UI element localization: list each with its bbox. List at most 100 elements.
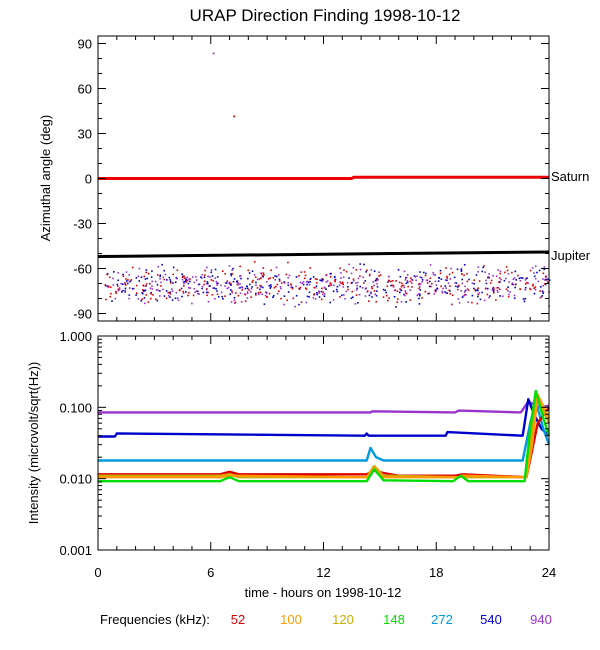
azimuth-point bbox=[533, 275, 536, 278]
azimuth-point bbox=[203, 280, 206, 283]
azimuth-point bbox=[112, 277, 114, 280]
azimuth-outlier-point bbox=[233, 115, 236, 118]
azimuth-point bbox=[435, 284, 438, 286]
azimuth-point bbox=[390, 280, 392, 283]
azimuth-point bbox=[169, 296, 171, 298]
azimuth-point bbox=[145, 271, 148, 274]
azimuth-point bbox=[183, 280, 186, 283]
azimuth-point bbox=[355, 269, 358, 271]
legend-prefix: Frequencies (kHz): bbox=[100, 612, 210, 627]
azimuth-point bbox=[364, 280, 367, 282]
azimuth-point bbox=[250, 287, 253, 290]
azimuth-point bbox=[338, 284, 341, 287]
azimuth-point bbox=[506, 269, 509, 272]
azimuth-point bbox=[404, 279, 407, 281]
azimuth-point bbox=[483, 265, 485, 267]
azimuth-point bbox=[368, 294, 371, 297]
azimuth-point bbox=[489, 295, 491, 297]
legend-item-148: 148 bbox=[383, 612, 405, 627]
azimuth-point bbox=[108, 276, 111, 279]
azimuth-point bbox=[497, 269, 499, 271]
azimuth-point bbox=[341, 294, 343, 297]
azimuth-point bbox=[419, 286, 421, 288]
azimuth-point bbox=[241, 289, 244, 291]
azimuth-point bbox=[198, 293, 200, 295]
azimuth-point bbox=[156, 274, 159, 276]
azimuth-point bbox=[106, 273, 108, 276]
azimuth-point bbox=[295, 285, 297, 288]
azimuth-point bbox=[141, 292, 144, 295]
azimuth-point bbox=[207, 282, 209, 285]
legend-item-272: 272 bbox=[431, 612, 453, 627]
azimuth-point bbox=[181, 273, 183, 275]
azimuth-point bbox=[339, 267, 341, 270]
azimuth-point bbox=[400, 282, 403, 285]
azimuth-point bbox=[138, 267, 141, 270]
azimuth-point bbox=[505, 288, 508, 291]
azimuth-point bbox=[287, 291, 290, 293]
azimuth-point bbox=[515, 283, 517, 286]
azimuth-point bbox=[504, 271, 506, 274]
azimuth-point bbox=[152, 293, 154, 296]
azimuth-point bbox=[387, 281, 389, 283]
azimuth-point bbox=[258, 293, 260, 296]
azimuth-point bbox=[165, 297, 168, 300]
azimuth-point bbox=[372, 281, 374, 283]
azimuth-point bbox=[117, 288, 120, 291]
azimuth-point bbox=[536, 271, 538, 274]
azimuth-point bbox=[198, 283, 201, 286]
x-axis-ticks: 0 6 12 18 24 bbox=[94, 36, 556, 580]
azimuth-point bbox=[448, 289, 450, 292]
azimuth-point bbox=[201, 274, 203, 276]
azimuth-point bbox=[505, 277, 507, 280]
azimuth-point bbox=[117, 272, 119, 274]
azimuth-point bbox=[300, 271, 303, 273]
azimuth-point bbox=[438, 276, 440, 279]
azimuth-point bbox=[336, 290, 339, 293]
azimuth-point bbox=[269, 277, 271, 279]
azimuth-point bbox=[417, 293, 420, 295]
azimuth-point bbox=[277, 274, 280, 276]
azimuth-point bbox=[118, 287, 121, 289]
azimuth-point bbox=[477, 287, 479, 290]
azimuth-point bbox=[302, 281, 305, 283]
azimuth-point bbox=[418, 287, 420, 290]
azimuth-point bbox=[519, 288, 521, 290]
intensity-plot-frame bbox=[97, 335, 550, 551]
azimuth-point bbox=[269, 284, 272, 286]
azimuth-point bbox=[446, 277, 449, 279]
azimuth-point bbox=[467, 289, 470, 291]
azimuth-point bbox=[107, 285, 110, 288]
azimuth-point bbox=[210, 279, 213, 281]
azimuth-point bbox=[221, 270, 224, 272]
azimuth-point bbox=[396, 301, 399, 303]
azimuth-point bbox=[456, 268, 459, 271]
azimuth-point bbox=[305, 301, 308, 304]
azimuth-point bbox=[272, 294, 275, 297]
azimuth-point bbox=[525, 277, 528, 280]
azimuth-point bbox=[147, 272, 150, 275]
azimuth-point bbox=[352, 267, 355, 269]
azimuth-point bbox=[410, 277, 412, 280]
azimuth-point bbox=[314, 278, 317, 280]
azimuth-point bbox=[347, 286, 349, 288]
azimuth-point bbox=[172, 282, 174, 284]
azimuth-point bbox=[231, 269, 233, 271]
azimuth-point bbox=[541, 295, 544, 297]
azimuth-point bbox=[257, 291, 260, 294]
azimuth-point bbox=[291, 287, 294, 290]
azimuth-point bbox=[427, 292, 430, 295]
azimuth-point bbox=[138, 280, 141, 282]
azimuth-point bbox=[131, 266, 134, 269]
azimuth-y-axis-label: Azimuthal angle (deg) bbox=[38, 115, 53, 241]
azimuth-point bbox=[162, 276, 165, 279]
azimuth-point bbox=[497, 286, 499, 289]
azimuth-point bbox=[419, 283, 422, 285]
azimuth-point bbox=[124, 282, 126, 284]
azimuth-point bbox=[398, 291, 401, 294]
azimuth-point bbox=[109, 295, 111, 298]
azimuth-point bbox=[272, 276, 275, 279]
azimuth-point bbox=[413, 275, 416, 277]
azimuth-point bbox=[260, 272, 263, 275]
azimuth-point bbox=[357, 301, 359, 304]
